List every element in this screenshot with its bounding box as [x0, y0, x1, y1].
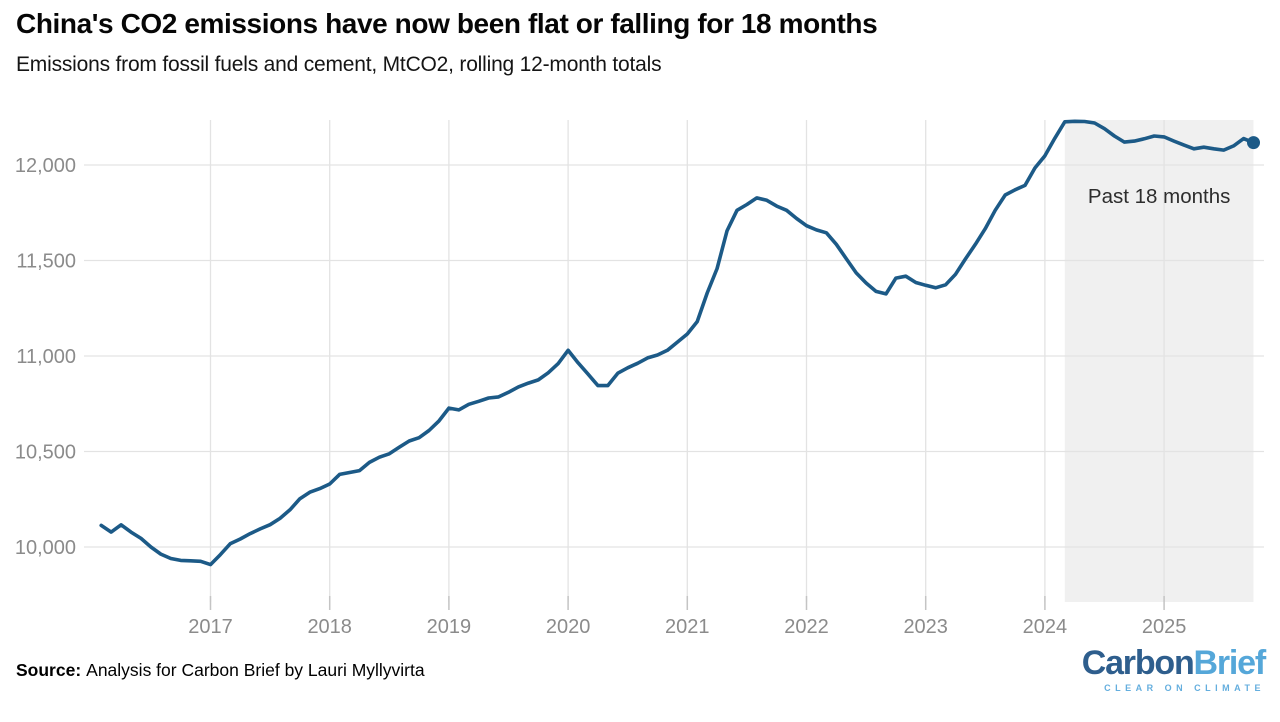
x-tick-label: 2021	[665, 616, 710, 638]
logo-carbon: Carbon	[1081, 644, 1195, 682]
emissions-line	[99, 119, 1256, 567]
source-text: Analysis for Carbon Brief by Lauri Mylly…	[86, 660, 425, 680]
y-tick-label: 10,500	[15, 442, 76, 464]
end-point-dot	[1247, 136, 1260, 150]
logo-brief: Brief	[1193, 644, 1267, 682]
x-tick-label: 2019	[427, 616, 472, 638]
source-note: Source: Analysis for Carbon Brief by Laur…	[16, 660, 425, 681]
x-tick-label: 2023	[903, 616, 948, 638]
highlight-region	[1064, 120, 1254, 602]
x-tick-label: 2017	[188, 616, 233, 638]
logo-tagline: CLEAR ON CLIMATE	[1104, 683, 1265, 693]
x-tick-label: 2020	[546, 616, 591, 638]
x-tick-label: 2025	[1142, 616, 1187, 638]
carbonbrief-logo: CarbonBrief CLEAR ON CLIMATE	[1081, 644, 1267, 693]
x-tick-label: 2018	[307, 616, 352, 638]
chart-title: China's CO2 emissions have now been flat…	[16, 8, 878, 39]
x-tick-label: 2024	[1023, 616, 1068, 638]
y-tick-label: 12,000	[15, 155, 76, 177]
annotation-label: Past 18 months	[1088, 185, 1230, 208]
y-tick-label: 11,500	[16, 251, 76, 273]
y-tick-label: 11,000	[16, 346, 76, 368]
source-label: Source:	[16, 660, 82, 680]
y-tick-label: 10,000	[15, 537, 76, 559]
chart-subtitle: Emissions from fossil fuels and cement, …	[16, 53, 662, 76]
x-tick-label: 2022	[784, 616, 829, 638]
